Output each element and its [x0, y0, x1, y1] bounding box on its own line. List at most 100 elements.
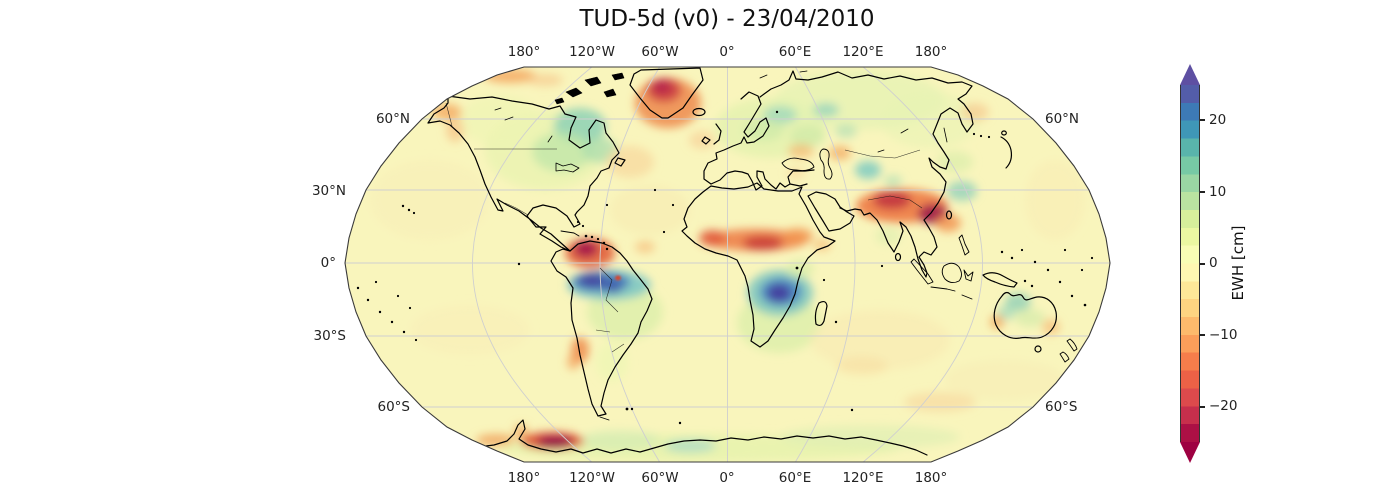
lat-labels-right: 60°N 60°S	[1045, 111, 1079, 415]
lon-label: 60°E	[779, 470, 811, 486]
lon-label: 180°	[508, 470, 541, 486]
colorbar-tick	[1200, 334, 1205, 336]
colorbar-tick	[1200, 406, 1205, 408]
lat-label: 0°	[321, 255, 336, 271]
lon-label: 60°W	[641, 44, 678, 60]
country-borders	[445, 102, 923, 353]
anomaly-blob	[855, 161, 881, 179]
anomaly-blob	[615, 275, 621, 281]
anomaly-blob	[537, 436, 573, 448]
lon-label: 0°	[719, 470, 734, 486]
lon-label: 120°W	[569, 470, 615, 486]
anomaly-blob	[884, 175, 902, 187]
colorbar-arrow-bottom	[1180, 442, 1200, 463]
anomaly-blob	[788, 144, 814, 158]
anomaly-blob	[743, 236, 783, 250]
anomaly-blob	[744, 119, 784, 141]
anomaly-blob	[610, 185, 690, 235]
anomaly-blob	[460, 95, 540, 145]
lat-label: 30°N	[312, 183, 346, 199]
lon-label: 180°	[915, 44, 948, 60]
anomaly-blob	[580, 430, 660, 450]
colorbar-tick-label: −10	[1209, 327, 1238, 343]
anomaly-blob	[945, 360, 1065, 400]
colorbar-tick-label: 0	[1209, 255, 1218, 271]
anomaly-blob	[653, 81, 671, 93]
colorbar	[1180, 64, 1200, 464]
lon-label: 60°E	[779, 44, 811, 60]
colorbar-arrow-top	[1180, 64, 1200, 85]
lat-label: 30°S	[314, 328, 347, 344]
anomaly-blob	[699, 230, 725, 246]
anomaly-blob	[875, 227, 901, 245]
lon-label: 0°	[719, 44, 734, 60]
colorbar-tick	[1200, 119, 1205, 121]
anomaly-blob	[786, 260, 814, 278]
anomaly-blob	[767, 284, 791, 302]
anomaly-blob	[947, 181, 977, 201]
anomaly-blob	[780, 425, 960, 449]
anomaly-blob	[370, 160, 490, 240]
anomaly-blob	[476, 434, 516, 446]
anomaly-blob	[689, 131, 715, 149]
anomaly-blob	[432, 104, 462, 120]
lon-label: 120°E	[842, 44, 883, 60]
colorbar-tick-label: 20	[1209, 112, 1227, 128]
lat-label: 60°S	[378, 399, 411, 415]
anomaly-blob	[835, 124, 857, 138]
anomaly-blob	[836, 357, 888, 375]
anomaly-blob	[810, 310, 950, 370]
anomaly-blob	[935, 214, 961, 232]
anomaly-blob	[873, 191, 911, 209]
colorbar-tick	[1200, 191, 1205, 193]
anomaly-blob	[880, 92, 980, 148]
anomaly-blob	[527, 74, 563, 86]
anomaly-blob	[1005, 293, 1031, 311]
anomaly-blob	[1025, 160, 1085, 240]
lon-labels-top: 180° 120°W 60°W 0° 60°E 120°E 180°	[508, 44, 948, 60]
lon-label: 180°	[915, 470, 948, 486]
anomaly-blob	[1042, 319, 1060, 335]
lon-label: 180°	[508, 44, 541, 60]
figure-title: TUD-5d (v0) - 23/04/2010	[579, 6, 875, 32]
anomaly-blob	[579, 273, 605, 287]
anomaly-field	[370, 69, 1085, 462]
anomaly-blob	[813, 239, 831, 251]
lat-labels-left: 60°N 30°N 0° 30°S 60°S	[312, 111, 410, 415]
coastlines	[427, 67, 1078, 456]
anomaly-blob	[410, 305, 530, 355]
anomaly-blob	[961, 103, 989, 121]
anomaly-blob	[763, 106, 797, 124]
lon-label: 120°E	[842, 470, 883, 486]
anomaly-blob	[829, 146, 851, 160]
lon-labels-bottom: 180° 120°W 60°W 0° 60°E 120°E 180°	[508, 470, 948, 486]
lon-label: 60°W	[641, 470, 678, 486]
anomaly-field-sharp	[615, 275, 621, 281]
anomaly-blob	[532, 132, 592, 172]
colorbar-tick	[1200, 263, 1205, 265]
graticule	[345, 67, 1110, 462]
anomaly-blob	[1015, 309, 1045, 327]
anomaly-blob	[904, 392, 976, 412]
lon-label: 120°W	[569, 44, 615, 60]
colorbar-tick-label: −20	[1209, 398, 1238, 414]
anomaly-blob	[604, 281, 622, 293]
island-dots	[350, 110, 1094, 425]
anomaly-blob	[813, 103, 839, 117]
anomaly-blob	[990, 315, 1004, 329]
lat-label: 60°N	[1045, 111, 1079, 127]
anomaly-blob	[635, 241, 655, 253]
lat-label: 60°S	[1045, 399, 1078, 415]
colorbar-gradient	[1180, 85, 1200, 442]
lat-label: 60°N	[376, 111, 410, 127]
anomaly-blob	[574, 241, 598, 257]
anomaly-blob	[790, 125, 826, 147]
anomaly-blob	[596, 342, 628, 382]
anomaly-blob	[783, 228, 813, 244]
colorbar-tick-label: 10	[1209, 184, 1227, 200]
anomaly-blob	[567, 354, 579, 370]
map-boundary	[344, 66, 1111, 463]
colorbar-axis-label: EWH [cm]	[1229, 225, 1247, 301]
